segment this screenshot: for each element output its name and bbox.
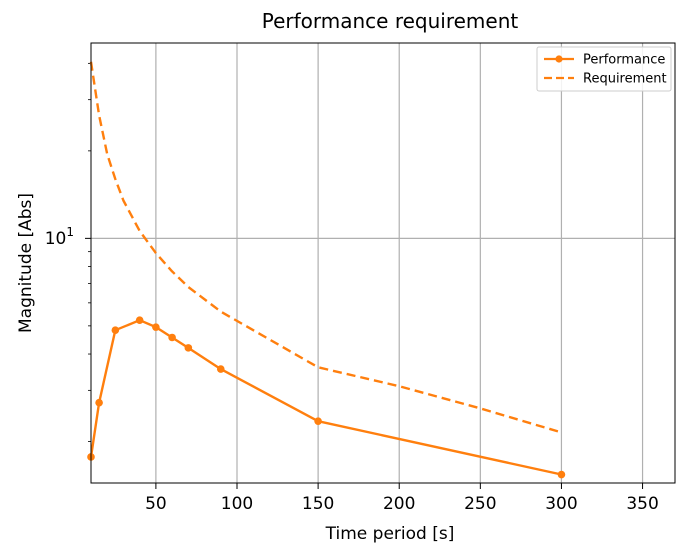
y-tick-label-10: 101 — [45, 225, 74, 249]
plot-frame — [90, 42, 676, 484]
series-performance-point — [135, 316, 144, 324]
y-axis-label: Magnitude [Abs] — [16, 193, 36, 333]
grid — [91, 43, 675, 483]
series-performance-point — [184, 344, 193, 352]
y-tick-label-exponent: 1 — [66, 225, 74, 239]
series-requirement-line — [89, 61, 562, 434]
x-axis-label: Time period [s] — [325, 524, 455, 544]
x-tick-label: 300 — [545, 494, 577, 514]
x-tick-label: 50 — [145, 494, 167, 514]
series-layer — [87, 61, 566, 479]
x-tick-label: 350 — [626, 494, 658, 514]
legend-performance-marker — [555, 55, 563, 63]
series-performance-point — [168, 333, 176, 342]
series-performance-point — [557, 470, 566, 479]
x-tick-label: 250 — [464, 494, 496, 514]
x-tick-label: 100 — [221, 494, 253, 514]
x-tick-label: 150 — [302, 494, 334, 514]
x-ticks: 50 100 150 200 250 300 350 — [145, 483, 659, 514]
series-performance-point — [95, 398, 103, 407]
legend: Performance Requirement — [536, 46, 672, 92]
series-performance-line — [89, 319, 562, 476]
y-tick-label-base: 10 — [45, 229, 67, 249]
series-performance-point — [314, 417, 322, 425]
series-performance-point — [152, 323, 160, 331]
series-performance-point — [216, 365, 225, 373]
legend-performance-label: Performance — [583, 53, 665, 68]
chart-title: Performance requirement — [262, 9, 519, 33]
x-tick-label: 200 — [383, 494, 415, 514]
series-performance-point — [111, 326, 120, 335]
legend-requirement-label: Requirement — [583, 72, 667, 87]
